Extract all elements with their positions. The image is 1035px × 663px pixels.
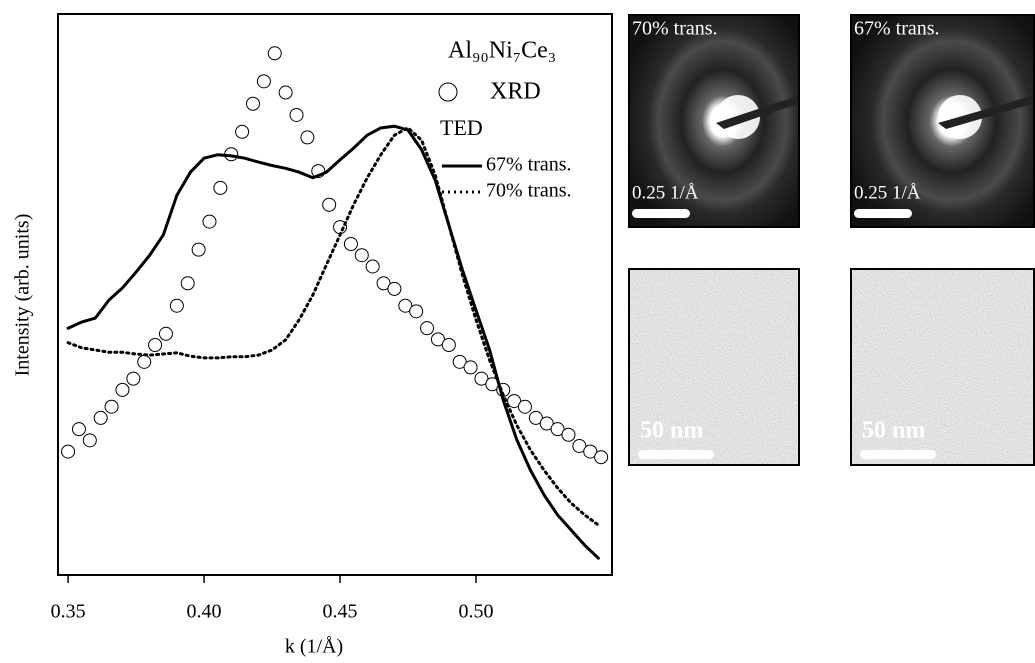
- xrd-point: [354, 248, 369, 263]
- xrd-point: [507, 394, 522, 409]
- xrd-point: [474, 371, 489, 386]
- scale-label: 0.25 1/Å: [632, 182, 699, 203]
- xrd-point: [158, 326, 173, 341]
- xrd-point: [322, 197, 337, 212]
- xrd-point: [256, 74, 271, 89]
- xrd-point: [191, 242, 206, 257]
- ted-line: [66, 124, 600, 560]
- legend-marker: [438, 82, 458, 102]
- xrd-point: [463, 360, 478, 375]
- x-axis-label: k (1/Å): [285, 636, 343, 658]
- image-panel: 70% trans. 0.25 1/Å: [628, 14, 800, 228]
- legend-label: XRD: [490, 79, 541, 105]
- panel-label: 67% trans.: [854, 18, 940, 40]
- xrd-point: [409, 304, 424, 319]
- xrd-point: [561, 427, 576, 442]
- scale-label: 50 nm: [862, 418, 925, 444]
- image-panel: 67% trans. 0.25 1/Å: [850, 14, 1035, 228]
- xrd-point: [93, 410, 108, 425]
- xrd-point: [517, 399, 532, 414]
- xrd-point: [267, 46, 282, 61]
- legend-label: 67% trans.: [486, 154, 572, 176]
- xrd-point: [126, 371, 141, 386]
- panel-frame: [850, 14, 1035, 228]
- panel-frame: [628, 14, 800, 228]
- diffraction-pattern: [628, 14, 800, 228]
- scale-bar: [632, 209, 690, 218]
- legend-label: 70% trans.: [486, 180, 572, 202]
- y-axis-label: Intensity (arb. units): [12, 214, 34, 377]
- xrd-point: [137, 354, 152, 369]
- panel-label: 70% trans.: [632, 18, 718, 40]
- xrd-point: [169, 298, 184, 313]
- xrd-point: [550, 422, 565, 437]
- micrograph: [628, 268, 800, 466]
- legend-group: TED: [440, 115, 483, 140]
- xrd-point: [398, 298, 413, 313]
- xrd-point: [104, 399, 119, 414]
- micrograph: [850, 268, 1035, 466]
- xrd-point: [82, 433, 97, 448]
- xrd-point: [289, 107, 304, 122]
- xrd-point: [365, 259, 380, 274]
- xrd-point: [583, 444, 598, 459]
- beam-stop: [716, 95, 800, 129]
- image-panel: 50 nm: [850, 268, 1035, 466]
- scale-bar: [860, 450, 936, 459]
- xrd-point: [180, 276, 195, 291]
- xrd-point: [594, 450, 609, 465]
- xrd-point: [572, 438, 587, 453]
- scale-bar: [854, 209, 912, 218]
- panel-frame: [850, 268, 1035, 466]
- ted-line: [66, 126, 600, 527]
- xrd-point: [343, 237, 358, 252]
- xrd-point: [71, 422, 86, 437]
- xrd-point: [528, 410, 543, 425]
- xrd-point: [376, 276, 391, 291]
- xrd-point: [61, 444, 76, 459]
- xrd-point: [278, 85, 293, 100]
- beam-stop: [938, 95, 1035, 129]
- xrd-point: [430, 332, 445, 347]
- image-panel: 50 nm: [628, 268, 800, 466]
- scale-label: 50 nm: [640, 418, 703, 444]
- xrd-point: [539, 416, 554, 431]
- xrd-point: [235, 124, 250, 139]
- scale-bar: [638, 450, 714, 459]
- xrd-point: [202, 214, 217, 229]
- xrd-point: [148, 337, 163, 352]
- x-tick-label: 0.50: [459, 601, 494, 623]
- xrd-point: [441, 337, 456, 352]
- xrd-point: [387, 281, 402, 296]
- xrd-point: [452, 354, 467, 369]
- panel-frame: [628, 268, 800, 466]
- plot-frame: [57, 13, 613, 576]
- legend-title: Al₉₀Ni₇Ce₃: [448, 38, 556, 64]
- x-tick-label: 0.40: [187, 601, 222, 623]
- xrd-point: [420, 321, 435, 336]
- x-tick-label: 0.45: [323, 601, 358, 623]
- xrd-point: [246, 96, 261, 111]
- xrd-point: [213, 180, 228, 195]
- xrd-point: [300, 130, 315, 145]
- scale-label: 0.25 1/Å: [854, 182, 921, 203]
- xrd-point: [115, 382, 130, 397]
- x-tick-label: 0.35: [51, 601, 86, 623]
